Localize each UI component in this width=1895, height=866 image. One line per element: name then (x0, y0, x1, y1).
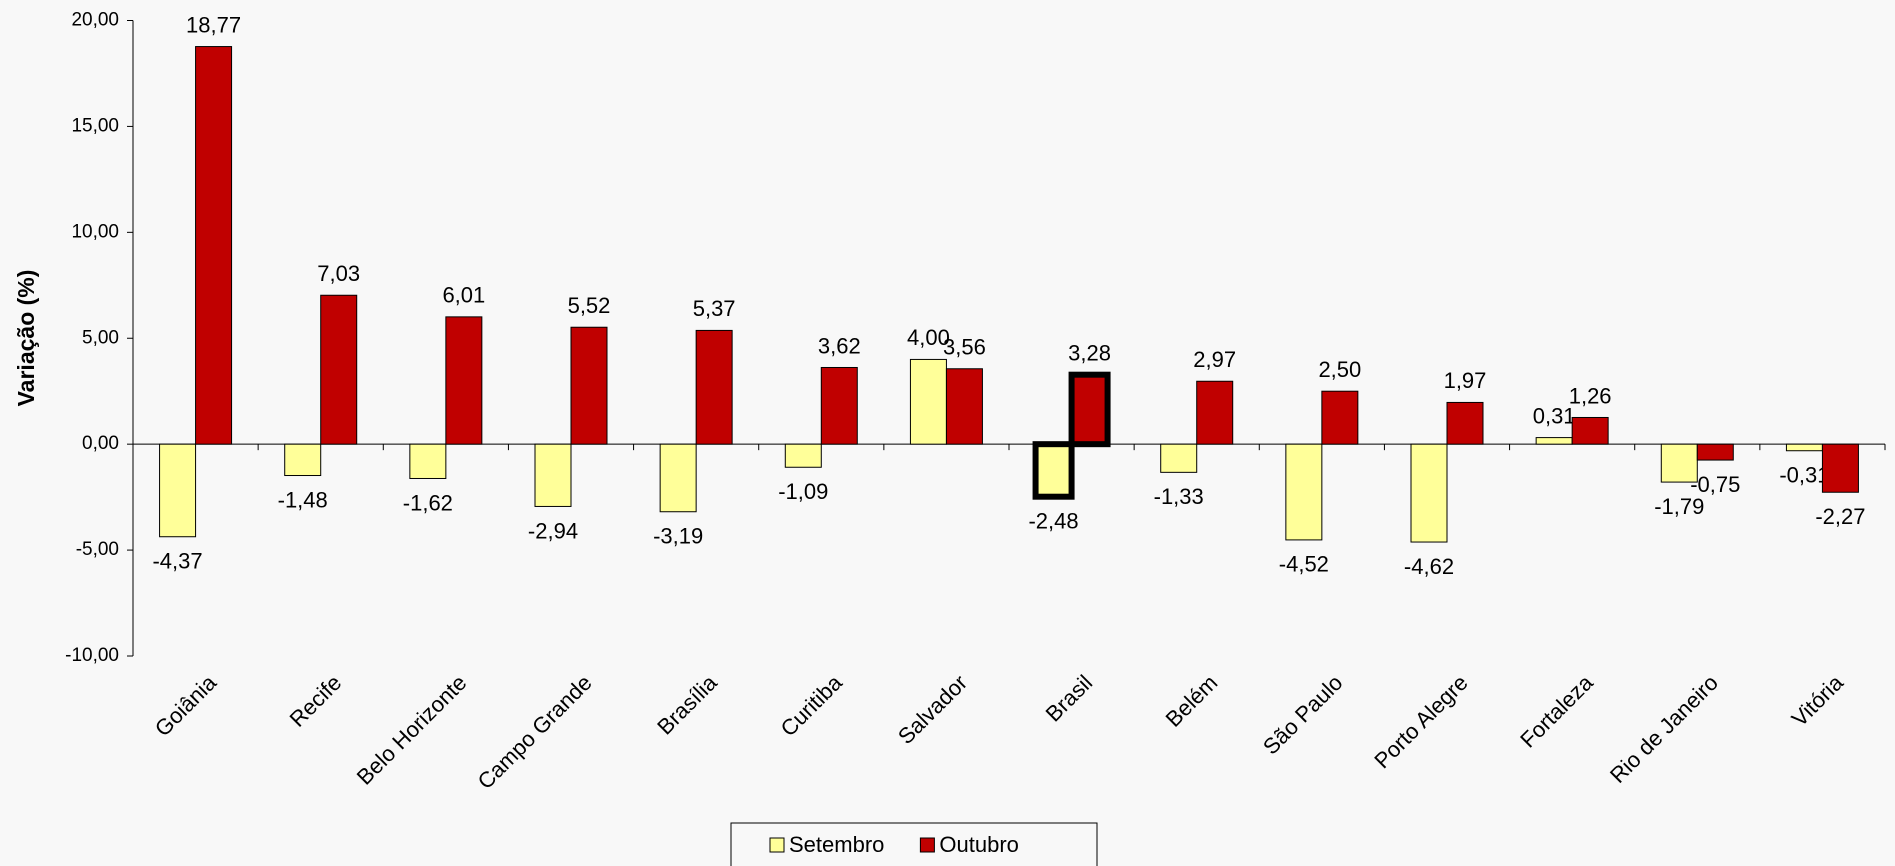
bar (534, 443, 572, 507)
value-label: 3,56 (943, 335, 986, 360)
value-label: -0,31 (1779, 463, 1829, 488)
y-tick-label: 0,00 (82, 433, 119, 454)
value-label: -1,33 (1154, 484, 1204, 509)
bar (1285, 443, 1323, 541)
bar (284, 443, 322, 477)
value-label: -2,27 (1815, 504, 1865, 529)
bar (195, 46, 233, 445)
bar (320, 294, 358, 445)
bar (1571, 416, 1609, 445)
bar (1321, 390, 1359, 445)
value-label: 6,01 (442, 283, 485, 308)
legend-label: Setembro (789, 832, 884, 857)
bar (659, 443, 697, 513)
legend-label: Outubro (939, 832, 1019, 857)
y-axis-label: Variação (%) (13, 270, 39, 407)
bar (820, 366, 858, 445)
bar (445, 316, 483, 445)
bar (1535, 437, 1573, 445)
bar (1410, 443, 1448, 543)
bar (1446, 401, 1484, 445)
value-label: -4,37 (152, 549, 202, 574)
value-label: -3,19 (653, 524, 703, 549)
value-label: 18,77 (186, 12, 241, 37)
value-label: 3,28 (1068, 340, 1111, 365)
bar (1696, 443, 1734, 461)
legend-swatch (769, 837, 785, 853)
value-label: -1,62 (403, 490, 453, 515)
bar (784, 443, 822, 468)
bar (1032, 441, 1075, 500)
value-label: -4,52 (1279, 552, 1329, 577)
bar (1821, 443, 1859, 493)
bar (570, 326, 608, 445)
value-label: 7,03 (317, 261, 360, 286)
y-tick-label: 20,00 (71, 10, 119, 31)
value-label: 5,52 (568, 293, 611, 318)
bar (1068, 371, 1111, 448)
bar (909, 358, 947, 445)
legend-swatch (919, 837, 935, 853)
bar (1785, 443, 1823, 452)
value-label: 4,00 (907, 325, 950, 350)
legend-box (730, 822, 1098, 866)
value-label: 1,97 (1444, 368, 1487, 393)
bar (1660, 443, 1698, 483)
value-label: 2,50 (1318, 357, 1361, 382)
y-tick-label: -10,00 (65, 645, 119, 666)
value-label: -2,48 (1028, 509, 1078, 534)
bar (1160, 443, 1198, 473)
value-label: -4,62 (1404, 554, 1454, 579)
value-label: 5,37 (693, 296, 736, 321)
value-label: -1,48 (278, 487, 328, 512)
value-label: 1,26 (1569, 383, 1612, 408)
value-label: 2,97 (1193, 347, 1236, 372)
value-label: -1,79 (1654, 494, 1704, 519)
value-label: -2,94 (528, 518, 578, 543)
value-label: 0,31 (1533, 403, 1576, 428)
bar (695, 329, 733, 445)
y-tick-label: 5,00 (82, 327, 119, 348)
y-tick-label: -5,00 (76, 539, 119, 560)
y-tick-label: 15,00 (71, 115, 119, 136)
bar (159, 443, 197, 538)
value-label: 3,62 (818, 333, 861, 358)
bar (945, 368, 983, 445)
value-label: -0,75 (1690, 472, 1740, 497)
y-tick-label: 10,00 (71, 221, 119, 242)
value-label: -1,09 (778, 479, 828, 504)
bar (1196, 380, 1234, 445)
bar (409, 443, 447, 479)
